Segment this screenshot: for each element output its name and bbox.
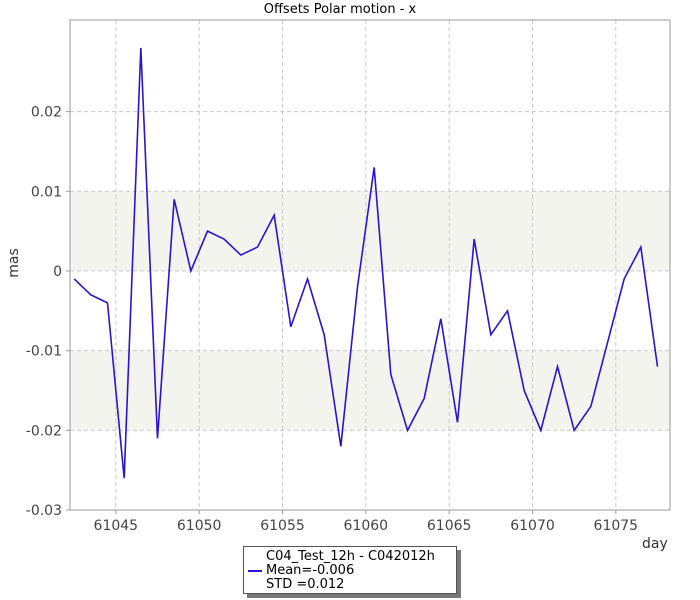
- x-tick-label: 61065: [427, 518, 472, 534]
- chart-title: Offsets Polar motion - x: [263, 2, 417, 17]
- legend-std-label: STD =0.012: [266, 577, 345, 592]
- y-band: [70, 350, 670, 431]
- y-bands: [70, 191, 670, 431]
- y-axis-ticks: -0.03 -0.02 -0.01 0 0.01 0.02: [26, 105, 70, 519]
- x-tick-label: 61075: [594, 518, 639, 534]
- x-axis-ticks: 61045 61050 61055 61060 61065 61070 61075: [94, 510, 639, 534]
- series-line: [73, 47, 659, 479]
- y-axis-label: mas: [6, 248, 22, 278]
- x-tick-label: 61050: [177, 518, 222, 534]
- x-tick-label: 61060: [344, 518, 389, 534]
- x-tick-label: 61070: [510, 518, 555, 534]
- x-tick-label: 61055: [260, 518, 305, 534]
- x-tick-label: 61045: [94, 518, 139, 534]
- y-tick-label: 0: [53, 264, 62, 280]
- y-tick-label: -0.02: [26, 423, 62, 439]
- legend-series-label: C04_Test_12h - C042012h: [266, 549, 435, 564]
- y-tick-label: -0.03: [26, 503, 62, 519]
- legend-box: C04_Test_12h - C042012h Mean=-0.006 STD …: [243, 546, 457, 594]
- x-axis-label: day: [642, 536, 668, 552]
- plot-frame: [69, 19, 671, 511]
- legend-swatch: [248, 570, 262, 572]
- y-tick-label: -0.01: [26, 344, 62, 360]
- y-tick-label: 0.01: [31, 184, 62, 200]
- y-tick-label: 0.02: [31, 105, 62, 121]
- y-band: [70, 191, 670, 271]
- legend-mean-label: Mean=-0.006: [266, 563, 355, 578]
